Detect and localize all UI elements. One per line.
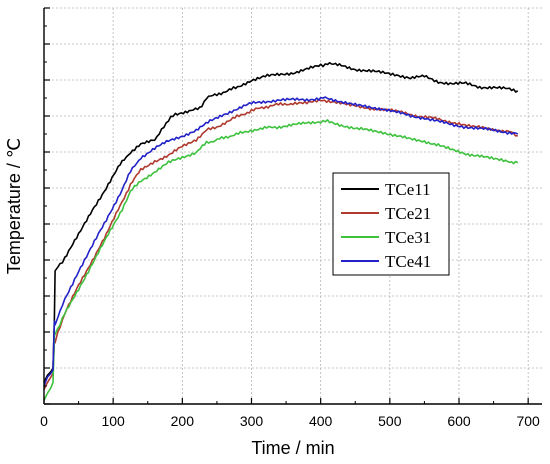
series-line-tce31	[43, 119, 519, 401]
x-axis-title: Time / min	[251, 438, 334, 458]
x-tick-label: 100	[101, 413, 125, 429]
y-axis-title: Temperature / ℃	[4, 138, 24, 274]
ticks: 0 100 200 300 400 500 600 700	[40, 7, 540, 429]
legend-label-tce11: TCe11	[385, 180, 431, 199]
legend-label-tce21: TCe21	[385, 204, 431, 223]
legend-label-tce31: TCe31	[385, 228, 431, 247]
x-tick-label: 200	[171, 413, 195, 429]
series-line-tce41	[43, 96, 519, 387]
x-tick-label: 0	[40, 413, 48, 429]
x-tick-label: 300	[240, 413, 264, 429]
x-tick-label: 600	[447, 413, 471, 429]
legend-label-tce41: TCe41	[385, 252, 431, 271]
x-tick-label: 700	[516, 413, 540, 429]
series-lines	[43, 61, 519, 401]
series-line-tce11	[43, 61, 519, 383]
x-tick-label: 400	[309, 413, 333, 429]
axes	[43, 8, 542, 405]
grid	[44, 7, 542, 404]
legend: TCe11 TCe21 TCe31 TCe41	[332, 172, 450, 276]
series-line-tce21	[43, 98, 518, 390]
x-tick-label: 500	[378, 413, 402, 429]
